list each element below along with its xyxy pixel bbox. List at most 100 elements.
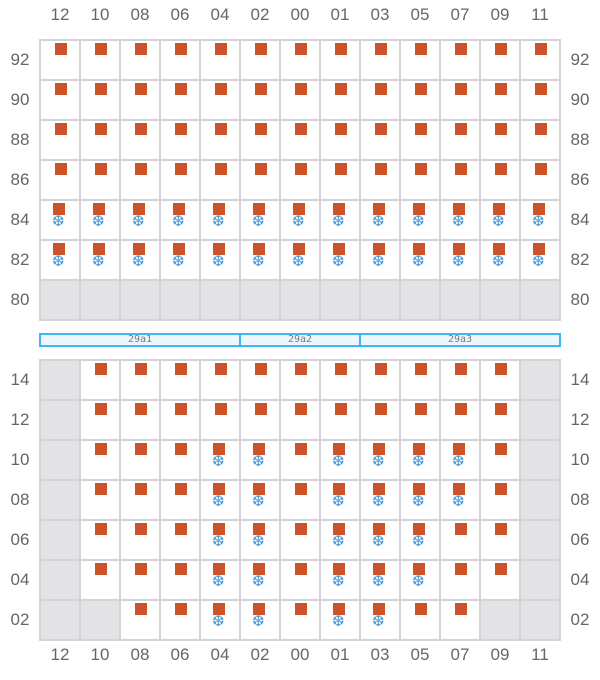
rack-slot[interactable]	[81, 521, 119, 559]
rack-slot[interactable]	[441, 601, 479, 639]
rack-slot[interactable]	[481, 401, 519, 439]
rack-slot[interactable]	[481, 161, 519, 199]
rack-slot[interactable]	[161, 121, 199, 159]
rack-slot[interactable]	[161, 401, 199, 439]
rack-slot[interactable]: ❆	[481, 241, 519, 279]
rack-slot[interactable]	[281, 401, 319, 439]
rack-slot[interactable]	[241, 121, 279, 159]
rack-slot[interactable]	[121, 121, 159, 159]
rack-slot[interactable]: ❆	[401, 561, 439, 599]
rack-slot[interactable]	[201, 401, 239, 439]
rack-slot[interactable]: ❆	[41, 241, 79, 279]
rack-slot[interactable]	[441, 361, 479, 399]
zone-29a1[interactable]: 29a1	[39, 333, 241, 347]
rack-slot[interactable]: ❆	[361, 561, 399, 599]
rack-slot[interactable]	[81, 81, 119, 119]
rack-slot[interactable]: ❆	[241, 441, 279, 479]
rack-slot[interactable]: ❆	[161, 241, 199, 279]
rack-slot[interactable]: ❆	[241, 521, 279, 559]
rack-slot[interactable]: ❆	[121, 201, 159, 239]
rack-slot[interactable]	[401, 121, 439, 159]
zone-29a2[interactable]: 29a2	[241, 333, 361, 347]
rack-slot[interactable]	[281, 601, 319, 639]
rack-slot[interactable]	[161, 561, 199, 599]
rack-slot[interactable]	[201, 121, 239, 159]
rack-slot[interactable]: ❆	[361, 521, 399, 559]
rack-slot[interactable]	[281, 161, 319, 199]
rack-slot[interactable]: ❆	[201, 201, 239, 239]
rack-slot[interactable]	[441, 561, 479, 599]
rack-slot[interactable]	[441, 121, 479, 159]
rack-slot[interactable]	[481, 521, 519, 559]
rack-slot[interactable]	[161, 481, 199, 519]
rack-slot[interactable]: ❆	[441, 241, 479, 279]
rack-slot[interactable]	[121, 561, 159, 599]
rack-slot[interactable]: ❆	[401, 201, 439, 239]
rack-slot[interactable]	[361, 361, 399, 399]
rack-slot[interactable]	[361, 121, 399, 159]
rack-slot[interactable]	[201, 81, 239, 119]
rack-slot[interactable]	[361, 401, 399, 439]
rack-slot[interactable]	[281, 41, 319, 79]
rack-slot[interactable]	[121, 481, 159, 519]
rack-slot[interactable]	[81, 41, 119, 79]
rack-slot[interactable]: ❆	[441, 201, 479, 239]
rack-slot[interactable]	[121, 521, 159, 559]
rack-slot[interactable]	[401, 601, 439, 639]
rack-slot[interactable]	[401, 81, 439, 119]
rack-slot[interactable]	[481, 361, 519, 399]
rack-slot[interactable]	[401, 41, 439, 79]
rack-slot[interactable]: ❆	[401, 481, 439, 519]
rack-slot[interactable]	[281, 361, 319, 399]
rack-slot[interactable]	[81, 561, 119, 599]
rack-slot[interactable]	[521, 81, 559, 119]
rack-slot[interactable]	[281, 561, 319, 599]
rack-slot[interactable]	[201, 41, 239, 79]
rack-slot[interactable]: ❆	[201, 561, 239, 599]
rack-slot[interactable]: ❆	[161, 201, 199, 239]
rack-slot[interactable]	[441, 81, 479, 119]
rack-slot[interactable]	[41, 41, 79, 79]
rack-slot[interactable]	[161, 521, 199, 559]
rack-slot[interactable]	[121, 441, 159, 479]
rack-slot[interactable]	[241, 161, 279, 199]
rack-slot[interactable]	[321, 121, 359, 159]
rack-slot[interactable]: ❆	[361, 601, 399, 639]
rack-slot[interactable]	[121, 161, 159, 199]
rack-slot[interactable]	[81, 401, 119, 439]
rack-slot[interactable]	[41, 161, 79, 199]
rack-slot[interactable]: ❆	[361, 481, 399, 519]
rack-slot[interactable]: ❆	[201, 601, 239, 639]
rack-slot[interactable]	[401, 161, 439, 199]
rack-slot[interactable]	[241, 401, 279, 439]
rack-slot[interactable]	[481, 561, 519, 599]
rack-slot[interactable]: ❆	[121, 241, 159, 279]
rack-slot[interactable]	[281, 481, 319, 519]
rack-slot[interactable]: ❆	[401, 241, 439, 279]
rack-slot[interactable]	[481, 481, 519, 519]
rack-slot[interactable]: ❆	[521, 241, 559, 279]
rack-slot[interactable]: ❆	[241, 241, 279, 279]
rack-slot[interactable]	[161, 441, 199, 479]
rack-slot[interactable]: ❆	[321, 201, 359, 239]
rack-slot[interactable]	[161, 41, 199, 79]
rack-slot[interactable]	[161, 161, 199, 199]
rack-slot[interactable]	[121, 401, 159, 439]
rack-slot[interactable]	[281, 521, 319, 559]
rack-slot[interactable]: ❆	[361, 241, 399, 279]
rack-slot[interactable]	[81, 361, 119, 399]
rack-slot[interactable]	[441, 161, 479, 199]
rack-slot[interactable]	[481, 41, 519, 79]
rack-slot[interactable]	[521, 161, 559, 199]
rack-slot[interactable]	[321, 41, 359, 79]
rack-slot[interactable]	[401, 361, 439, 399]
rack-slot[interactable]: ❆	[241, 561, 279, 599]
rack-slot[interactable]	[121, 41, 159, 79]
rack-slot[interactable]	[281, 441, 319, 479]
rack-slot[interactable]	[481, 81, 519, 119]
rack-slot[interactable]	[321, 361, 359, 399]
rack-slot[interactable]: ❆	[441, 441, 479, 479]
rack-slot[interactable]: ❆	[241, 481, 279, 519]
rack-slot[interactable]	[241, 41, 279, 79]
rack-slot[interactable]	[161, 601, 199, 639]
